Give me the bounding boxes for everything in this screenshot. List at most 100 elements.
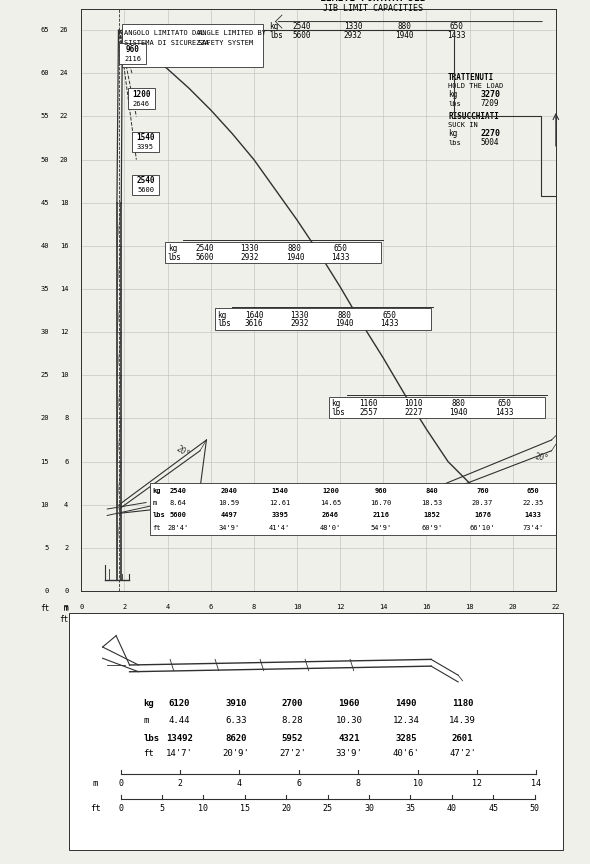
Text: ft: ft [153, 525, 161, 531]
Text: 18.53: 18.53 [421, 499, 442, 505]
Text: 12: 12 [472, 778, 482, 788]
Text: 1433: 1433 [495, 408, 513, 417]
Text: 2: 2 [122, 604, 127, 610]
Text: 35: 35 [41, 286, 49, 292]
Text: 6: 6 [64, 459, 68, 465]
Text: 1160: 1160 [359, 399, 378, 409]
Bar [215, 308, 431, 330]
Text: 880: 880 [288, 244, 302, 253]
Text: 3285: 3285 [395, 734, 417, 743]
Text: 13492: 13492 [166, 734, 192, 743]
Text: 1330: 1330 [290, 311, 309, 320]
Text: 22: 22 [60, 113, 68, 119]
Text: 2557: 2557 [359, 408, 378, 417]
Bar [132, 175, 159, 195]
Text: 16: 16 [60, 243, 68, 249]
Text: 30: 30 [364, 804, 374, 812]
Text: 14.39: 14.39 [449, 715, 476, 725]
Text: 0: 0 [64, 588, 68, 594]
Text: 20: 20 [509, 604, 517, 610]
Text: lbs: lbs [269, 31, 283, 40]
Text: 54'9': 54'9' [371, 525, 392, 531]
Text: 14.65: 14.65 [320, 499, 341, 505]
Text: 960: 960 [126, 45, 139, 54]
Text: 73'4': 73'4' [523, 525, 544, 531]
Text: 5004: 5004 [480, 137, 499, 147]
Text: 8: 8 [252, 604, 256, 610]
Text: ft: ft [143, 749, 154, 759]
Text: 2932: 2932 [290, 320, 309, 328]
Text: ft: ft [90, 804, 101, 812]
Text: 14'7': 14'7' [166, 749, 192, 759]
Text: 4: 4 [237, 778, 242, 788]
Text: 25: 25 [41, 372, 49, 378]
Text: 1433: 1433 [525, 512, 542, 518]
Text: 2646: 2646 [133, 101, 150, 107]
Text: 20'9': 20'9' [222, 749, 249, 759]
Text: 2932: 2932 [344, 31, 362, 40]
Text: m: m [64, 603, 68, 612]
Text: 1960: 1960 [339, 699, 360, 708]
Text: kg: kg [153, 488, 161, 494]
Text: 16.70: 16.70 [371, 499, 392, 505]
Text: 5: 5 [112, 614, 116, 620]
Text: ft: ft [40, 604, 49, 613]
Text: 10: 10 [143, 614, 152, 620]
Text: m: m [153, 499, 157, 505]
Text: 880: 880 [337, 311, 352, 320]
Text: 2932: 2932 [240, 252, 259, 262]
Text: 0: 0 [118, 778, 123, 788]
Text: 35: 35 [308, 614, 316, 620]
Text: 8: 8 [356, 778, 360, 788]
Text: lbs: lbs [448, 139, 461, 145]
Text: 10.59: 10.59 [218, 499, 240, 505]
Text: 1640: 1640 [245, 311, 263, 320]
Text: 840: 840 [425, 488, 438, 494]
Text: ANGOLO LIMITATO DAL: ANGOLO LIMITATO DAL [124, 30, 205, 36]
Text: 2540: 2540 [292, 22, 310, 31]
Text: 650: 650 [527, 488, 540, 494]
Text: 2227: 2227 [404, 408, 423, 417]
Text: 28'4': 28'4' [168, 525, 189, 531]
Text: 2646: 2646 [322, 512, 339, 518]
Text: lbs: lbs [143, 734, 159, 743]
Text: 2540: 2540 [136, 176, 155, 186]
Text: 0: 0 [45, 588, 49, 594]
Text: 2601: 2601 [452, 734, 473, 743]
Text: 1940: 1940 [396, 31, 414, 40]
Text: 4497: 4497 [221, 512, 238, 518]
Text: 25: 25 [242, 614, 250, 620]
Text: 40: 40 [41, 243, 49, 249]
Text: 14: 14 [532, 778, 542, 788]
Text: 1540: 1540 [271, 488, 289, 494]
Bar [127, 88, 155, 109]
Bar [119, 43, 146, 64]
Text: 8.28: 8.28 [282, 715, 303, 725]
Text: 1940: 1940 [335, 320, 354, 328]
Text: 60: 60 [41, 70, 49, 76]
Text: 3270: 3270 [480, 90, 500, 99]
Text: 20: 20 [41, 416, 49, 422]
Text: 40'6': 40'6' [392, 749, 419, 759]
Text: 22.35: 22.35 [523, 499, 544, 505]
Text: ft: ft [59, 614, 68, 624]
Text: JIB LIMIT CAPACITIES: JIB LIMIT CAPACITIES [323, 4, 422, 13]
Text: 10: 10 [41, 502, 49, 508]
Text: 2116: 2116 [124, 55, 141, 61]
Text: 3395: 3395 [271, 512, 289, 518]
Text: 45: 45 [373, 614, 382, 620]
Text: lbs: lbs [332, 408, 345, 417]
Text: TRATTENUTI: TRATTENUTI [448, 73, 494, 82]
Text: SISTEMA DI SICUREZZA: SISTEMA DI SICUREZZA [124, 40, 209, 46]
Text: 0: 0 [79, 614, 83, 620]
Text: 10: 10 [198, 804, 208, 812]
Text: LIMITI PORTATA JIB: LIMITI PORTATA JIB [320, 0, 425, 3]
Text: 3616: 3616 [245, 320, 263, 328]
Text: 20°: 20° [535, 452, 549, 464]
Text: kg: kg [217, 311, 227, 320]
Text: 65: 65 [41, 27, 49, 33]
Text: 4321: 4321 [339, 734, 360, 743]
Text: 1940: 1940 [286, 252, 304, 262]
Text: 10: 10 [60, 372, 68, 378]
Text: 18: 18 [466, 604, 474, 610]
